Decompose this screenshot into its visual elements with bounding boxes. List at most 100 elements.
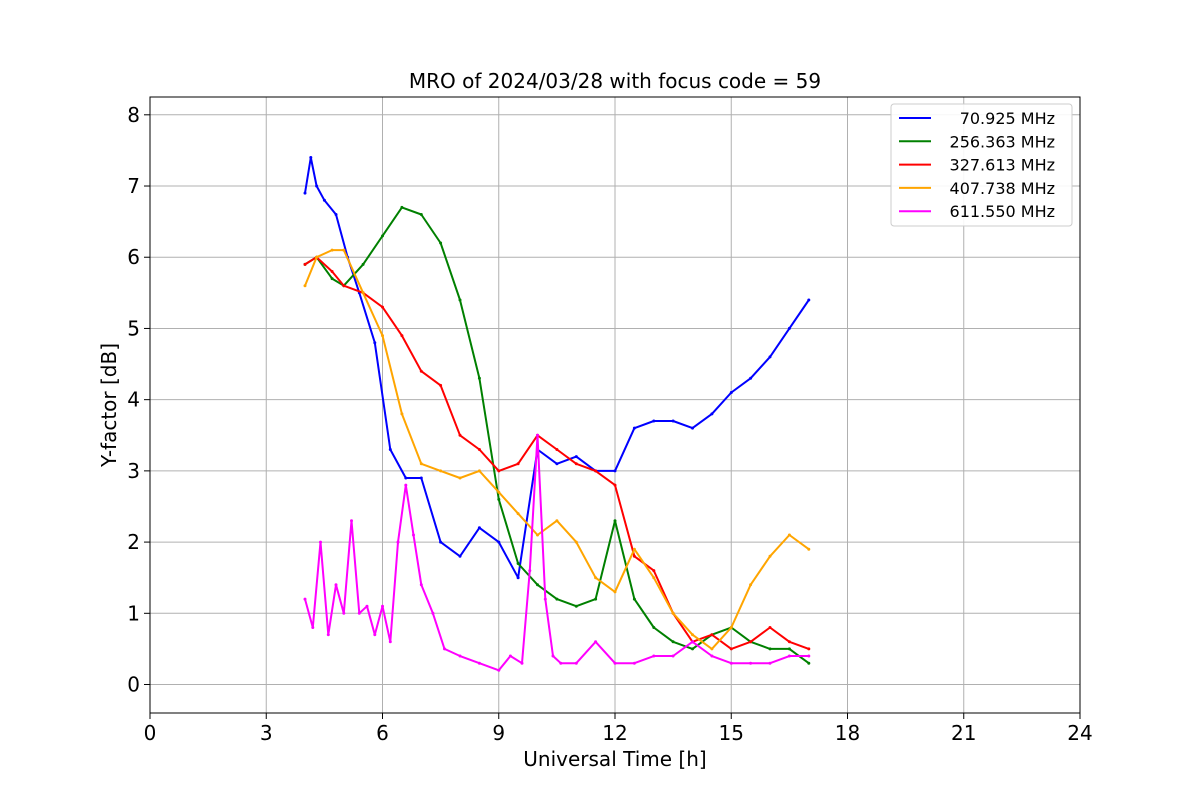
data-point xyxy=(807,547,811,551)
data-point xyxy=(412,533,415,537)
x-tick-label: 0 xyxy=(144,721,157,745)
y-tick-label: 2 xyxy=(127,530,140,554)
series-line-3 xyxy=(304,256,810,650)
data-point xyxy=(419,213,423,216)
y-tick-label: 7 xyxy=(127,174,140,198)
data-point xyxy=(303,284,307,288)
data-point xyxy=(458,654,462,658)
chart-title: MRO of 2024/03/28 with focus code = 59 xyxy=(409,69,821,93)
data-point xyxy=(652,654,656,658)
data-point xyxy=(315,255,319,259)
y-axis-label: Y-factor [dB] xyxy=(97,343,121,468)
data-point xyxy=(404,483,408,487)
data-point xyxy=(373,633,377,637)
data-point xyxy=(574,462,578,466)
legend-label: 70.925 MHz xyxy=(960,109,1055,128)
data-point xyxy=(691,426,694,430)
data-point xyxy=(381,334,384,338)
data-point xyxy=(439,469,443,473)
legend-label: 256.363 MHz xyxy=(950,132,1055,151)
data-point xyxy=(342,611,346,615)
data-point xyxy=(361,291,365,295)
data-point xyxy=(594,576,598,580)
x-tick-label: 3 xyxy=(260,721,273,745)
data-point xyxy=(400,412,404,416)
data-point xyxy=(396,540,400,544)
data-point xyxy=(497,540,501,544)
data-point xyxy=(497,490,501,494)
data-point xyxy=(497,497,501,501)
data-point xyxy=(710,412,714,416)
data-point xyxy=(632,426,636,430)
data-point xyxy=(311,626,315,629)
data-point xyxy=(477,469,481,473)
data-point xyxy=(749,640,753,644)
y-tick-label: 3 xyxy=(127,459,140,483)
data-point xyxy=(516,462,520,466)
data-point xyxy=(388,640,392,644)
data-point xyxy=(477,448,481,451)
data-point xyxy=(768,355,772,359)
data-point xyxy=(516,576,520,580)
data-point xyxy=(632,597,636,601)
x-tick-label: 6 xyxy=(376,721,389,745)
data-point xyxy=(652,569,656,573)
data-point xyxy=(559,661,563,665)
data-point xyxy=(555,448,559,451)
data-point xyxy=(516,512,520,516)
data-point xyxy=(632,554,636,558)
data-point xyxy=(749,661,753,665)
data-point xyxy=(536,583,539,587)
data-point xyxy=(710,633,714,637)
data-point xyxy=(787,654,791,658)
data-point xyxy=(443,647,446,651)
data-point xyxy=(350,519,353,523)
data-point xyxy=(768,661,772,665)
legend-label: 611.550 MHz xyxy=(950,202,1055,221)
data-point xyxy=(439,540,443,544)
x-tick-label: 18 xyxy=(835,721,860,745)
data-point xyxy=(613,483,617,487)
data-point xyxy=(419,369,423,373)
data-point xyxy=(613,661,617,665)
data-point xyxy=(477,661,481,665)
data-point xyxy=(309,156,313,159)
data-point xyxy=(613,469,617,473)
data-point xyxy=(729,661,733,665)
data-point xyxy=(671,419,675,423)
data-point xyxy=(400,205,404,209)
series-line-4 xyxy=(304,249,810,650)
y-tick-label: 0 xyxy=(127,673,140,697)
data-point xyxy=(749,376,753,380)
data-point xyxy=(322,198,326,202)
data-point xyxy=(710,647,714,651)
data-point xyxy=(419,476,423,480)
data-point xyxy=(555,462,559,466)
data-point xyxy=(439,241,443,245)
data-point xyxy=(508,654,512,658)
data-point xyxy=(768,626,772,629)
legend: 70.925 MHz 256.363 MHz 327.613 MHz 407.738 … xyxy=(890,103,1073,227)
data-point xyxy=(303,262,307,266)
data-point xyxy=(458,476,462,480)
data-point xyxy=(594,469,598,473)
data-point xyxy=(807,298,811,302)
data-point xyxy=(497,668,501,672)
data-point xyxy=(652,419,656,423)
series-line-2 xyxy=(304,206,810,665)
data-point xyxy=(574,604,578,608)
data-point xyxy=(691,640,694,644)
data-point xyxy=(613,519,617,523)
data-point xyxy=(342,248,346,252)
data-point xyxy=(381,604,384,608)
data-point xyxy=(768,554,772,558)
data-point xyxy=(388,448,392,451)
data-point xyxy=(334,213,338,216)
data-point xyxy=(671,654,675,658)
data-point xyxy=(555,597,559,601)
data-point xyxy=(551,654,555,658)
data-point xyxy=(326,633,330,637)
data-point xyxy=(807,647,811,651)
data-point xyxy=(691,647,694,651)
